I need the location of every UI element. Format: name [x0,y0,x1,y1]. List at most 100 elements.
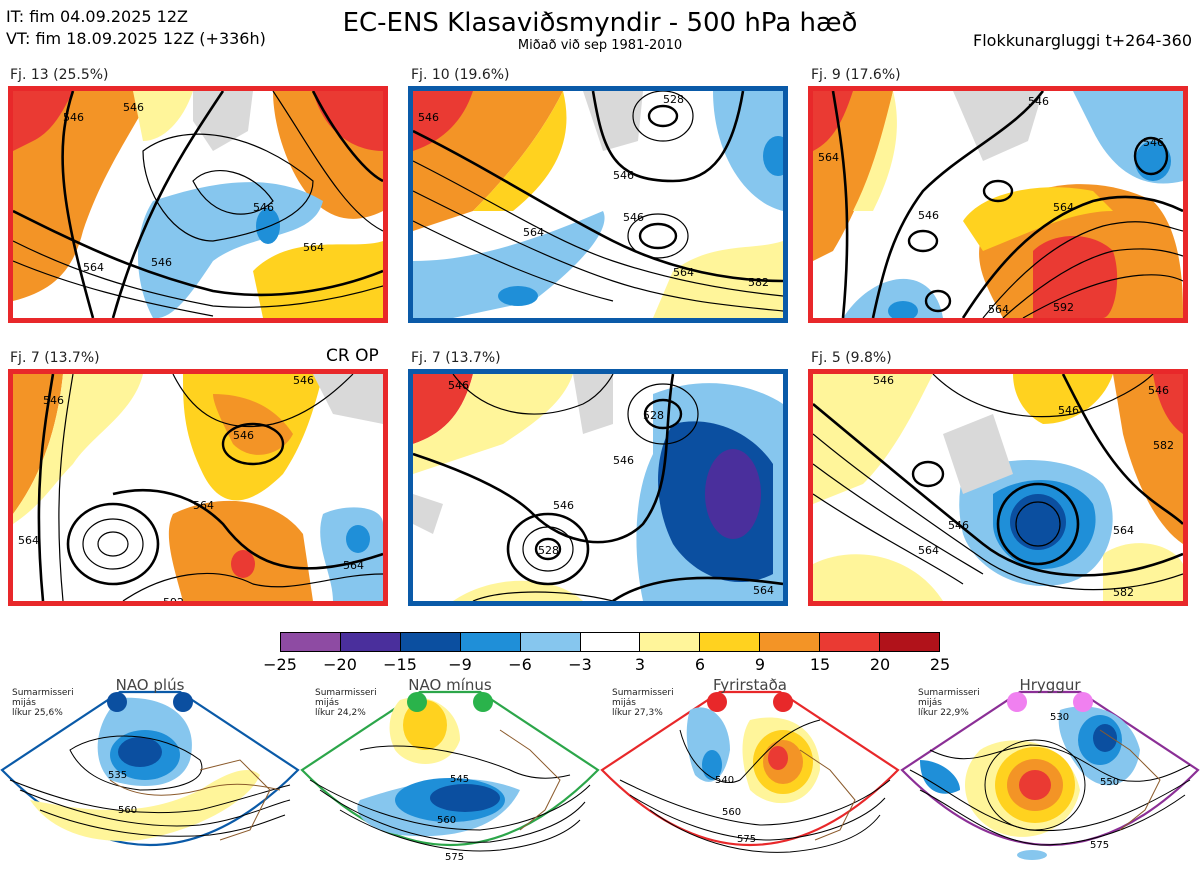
contour-label: 546 [1028,95,1049,108]
cluster-map-4: 546 546 546 564 564 592 564 [8,369,388,606]
contour-label: 582 [1153,439,1174,452]
colorbar-segment [579,633,640,651]
contour-label: 582 [748,276,769,289]
regime-map-3: 540 560 575 [600,690,900,871]
contour-label: 546 [233,429,254,442]
contour-label: 575 [445,852,464,863]
contour-label: 546 [293,374,314,387]
contour-label: 540 [715,775,734,786]
regime-dot [107,692,127,712]
colorbar-tick-label: 25 [929,655,951,674]
regime-dot [1007,692,1027,712]
page-title: EC-ENS Klasaviðsmyndir - 500 hPa hæð [342,8,858,38]
regime-info-line: mijás [12,698,36,708]
regime-info-line: Sumarmisseri [12,688,74,698]
colorbar-segment [519,633,580,651]
regime-dot [173,692,193,712]
contour-label: 560 [437,815,456,826]
contour-label: 560 [722,807,741,818]
cr-op-marker: CR OP [326,346,379,366]
regime-info-1: Sumarmisseri mijás líkur 25,6% [12,688,74,718]
colorbar-tick-label: 6 [694,655,706,674]
contour-label: 546 [873,374,894,387]
contour-label: 546 [553,499,574,512]
cluster-map-5: 546 528 546 546 528 564 564 [408,369,788,606]
colorbar-tick-label: 9 [754,655,766,674]
contour-label: 546 [123,101,144,114]
contour-label: 528 [538,544,559,557]
colorbar-tick-label: 20 [869,655,891,674]
contour-label: 564 [18,534,39,547]
contour-label: 592 [163,596,184,601]
contour-label: 546 [43,394,64,407]
contour-label: 546 [1058,404,1079,417]
cluster-map-4-svg: 546 546 546 564 564 592 564 [13,374,383,601]
colorbar-tick-label: −20 [323,655,357,674]
init-time: IT: fim 04.09.2025 12Z [6,7,188,26]
contour-label: 564 [303,241,324,254]
panel-label-4: Fj. 7 (13.7%) [10,350,100,366]
colorbar-segment [759,633,820,651]
cluster-map-3: 546 546 546 564 564 592 564 [808,86,1188,323]
contour-label: 546 [948,519,969,532]
regime-info-line: Sumarmisseri [612,688,674,698]
contour-label: 575 [1090,840,1109,851]
contour-label: 564 [988,303,1009,316]
colorbar-segment [819,633,880,651]
contour-label: 546 [151,256,172,269]
regime-2-svg: 545 560 575 [300,690,600,863]
colorbar-tick-label: −25 [263,655,297,674]
contour-label: 530 [1050,712,1069,723]
colorbar-segment [639,633,700,651]
colorbar-segment [879,633,939,651]
anomaly-colorbar [280,632,940,652]
regime-dot [407,692,427,712]
contour-label: 560 [118,805,137,816]
regime-info-2: Sumarmisseri mijás líkur 24,2% [315,688,377,718]
contour-label: 528 [643,409,664,422]
regime-info-line: mijás [315,698,339,708]
regime-title-4: Hryggur [1019,676,1081,694]
regime-info-3: Sumarmisseri mijás líkur 27,3% [612,688,674,718]
colorbar-tick-label: −15 [383,655,417,674]
contour-label: 546 [613,454,634,467]
contour-label: 564 [1053,201,1074,214]
regime-dot [1073,692,1093,712]
regime-info-line: líkur 25,6% [12,708,63,718]
regime-info-line: mijás [918,698,942,708]
colorbar-tick-label: 3 [634,655,646,674]
contour-label: 575 [737,834,756,845]
contour-label: 546 [1143,136,1164,149]
regime-4-svg: 530 550 575 [900,690,1200,860]
panel-label-3: Fj. 9 (17.6%) [811,67,901,83]
cluster-map-2-svg: 528 546 546 564 564 582 582 546 [413,91,783,318]
valid-time: VT: fim 18.09.2025 12Z (+336h) [6,29,266,48]
contour-label: 546 [448,379,469,392]
contour-label: 528 [663,93,684,106]
regime-1-svg: 535 560 [0,690,300,847]
contour-label: 546 [623,211,644,224]
contour-label: 592 [1053,301,1074,314]
contour-label: 564 [753,584,774,597]
colorbar-tick-label: 15 [809,655,831,674]
regime-map-4: 530 550 575 [900,690,1200,871]
contour-label: 550 [1100,777,1119,788]
contour-label: 546 [918,209,939,222]
regime-map-2: 545 560 575 [300,690,600,871]
contour-label: 564 [673,266,694,279]
colorbar-segment [459,633,520,651]
regime-info-line: Sumarmisseri [315,688,377,698]
header-init-valid: IT: fim 04.09.2025 12Z VT: fim 18.09.202… [6,6,266,50]
contour-label: 546 [253,201,274,214]
regime-info-line: Sumarmisseri [918,688,980,698]
regime-dot [473,692,493,712]
colorbar-segment [339,633,400,651]
cluster-map-2: 528 546 546 564 564 582 582 546 [408,86,788,323]
panel-label-1: Fj. 13 (25.5%) [10,67,109,83]
regime-info-line: líkur 27,3% [612,708,663,718]
colorbar-segment [699,633,760,651]
contour-label: 546 [1148,384,1169,397]
cluster-map-1-svg: 546 546 564 546 546 564 592 [13,91,383,318]
contour-label: 564 [343,559,364,572]
cluster-map-6-svg: 546 546 546 546 564 564 582 582 [813,374,1183,601]
